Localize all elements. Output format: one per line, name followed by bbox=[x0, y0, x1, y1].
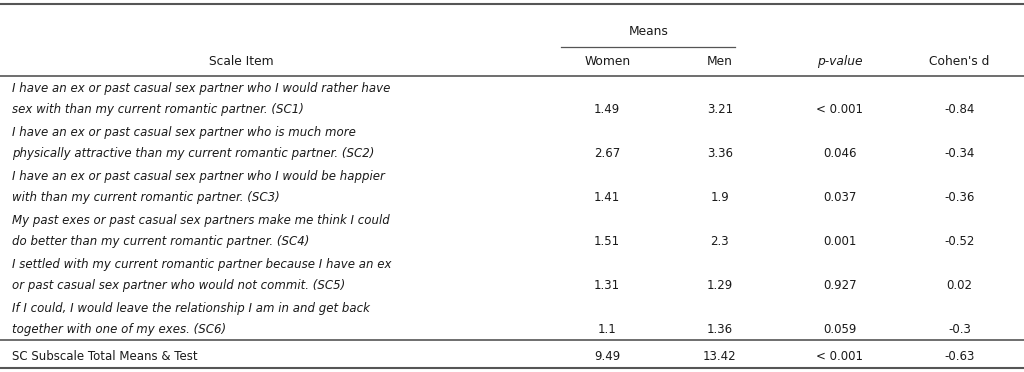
Text: 2.3: 2.3 bbox=[711, 235, 729, 248]
Text: Men: Men bbox=[707, 55, 733, 68]
Text: 3.21: 3.21 bbox=[707, 103, 733, 116]
Text: SC Subscale Total Means & Test: SC Subscale Total Means & Test bbox=[12, 350, 198, 362]
Text: 0.037: 0.037 bbox=[823, 191, 856, 204]
Text: 1.9: 1.9 bbox=[711, 191, 729, 204]
Text: 13.42: 13.42 bbox=[703, 350, 736, 362]
Text: 0.059: 0.059 bbox=[823, 323, 856, 336]
Text: 1.51: 1.51 bbox=[594, 235, 621, 248]
Text: p-value: p-value bbox=[817, 55, 862, 68]
Text: I have an ex or past casual sex partner who I would be happier: I have an ex or past casual sex partner … bbox=[12, 170, 385, 183]
Text: 1.1: 1.1 bbox=[598, 323, 616, 336]
Text: -0.36: -0.36 bbox=[944, 191, 975, 204]
Text: < 0.001: < 0.001 bbox=[816, 350, 863, 362]
Text: 1.41: 1.41 bbox=[594, 191, 621, 204]
Text: 1.29: 1.29 bbox=[707, 279, 733, 292]
Text: 3.36: 3.36 bbox=[707, 147, 733, 160]
Text: 1.49: 1.49 bbox=[594, 103, 621, 116]
Text: Women: Women bbox=[584, 55, 631, 68]
Text: -0.52: -0.52 bbox=[944, 235, 975, 248]
Text: together with one of my exes. (SC6): together with one of my exes. (SC6) bbox=[12, 323, 226, 336]
Text: I have an ex or past casual sex partner who is much more: I have an ex or past casual sex partner … bbox=[12, 126, 356, 139]
Text: 1.36: 1.36 bbox=[707, 323, 733, 336]
Text: sex with than my current romantic partner. (SC1): sex with than my current romantic partne… bbox=[12, 103, 304, 116]
Text: 9.49: 9.49 bbox=[594, 350, 621, 362]
Text: My past exes or past casual sex partners make me think I could: My past exes or past casual sex partners… bbox=[12, 214, 390, 227]
Text: Scale Item: Scale Item bbox=[209, 55, 273, 68]
Text: -0.34: -0.34 bbox=[944, 147, 975, 160]
Text: 0.02: 0.02 bbox=[946, 279, 973, 292]
Text: 1.31: 1.31 bbox=[594, 279, 621, 292]
Text: 0.046: 0.046 bbox=[823, 147, 856, 160]
Text: Cohen's d: Cohen's d bbox=[930, 55, 989, 68]
Text: Means: Means bbox=[629, 25, 668, 38]
Text: or past casual sex partner who would not commit. (SC5): or past casual sex partner who would not… bbox=[12, 279, 345, 292]
Text: -0.84: -0.84 bbox=[944, 103, 975, 116]
Text: 0.927: 0.927 bbox=[823, 279, 856, 292]
Text: < 0.001: < 0.001 bbox=[816, 103, 863, 116]
Text: I settled with my current romantic partner because I have an ex: I settled with my current romantic partn… bbox=[12, 258, 392, 271]
Text: 2.67: 2.67 bbox=[594, 147, 621, 160]
Text: -0.3: -0.3 bbox=[948, 323, 971, 336]
Text: -0.63: -0.63 bbox=[944, 350, 975, 362]
Text: do better than my current romantic partner. (SC4): do better than my current romantic partn… bbox=[12, 235, 309, 248]
Text: If I could, I would leave the relationship I am in and get back: If I could, I would leave the relationsh… bbox=[12, 302, 370, 315]
Text: 0.001: 0.001 bbox=[823, 235, 856, 248]
Text: I have an ex or past casual sex partner who I would rather have: I have an ex or past casual sex partner … bbox=[12, 82, 391, 95]
Text: with than my current romantic partner. (SC3): with than my current romantic partner. (… bbox=[12, 191, 280, 204]
Text: physically attractive than my current romantic partner. (SC2): physically attractive than my current ro… bbox=[12, 147, 375, 160]
